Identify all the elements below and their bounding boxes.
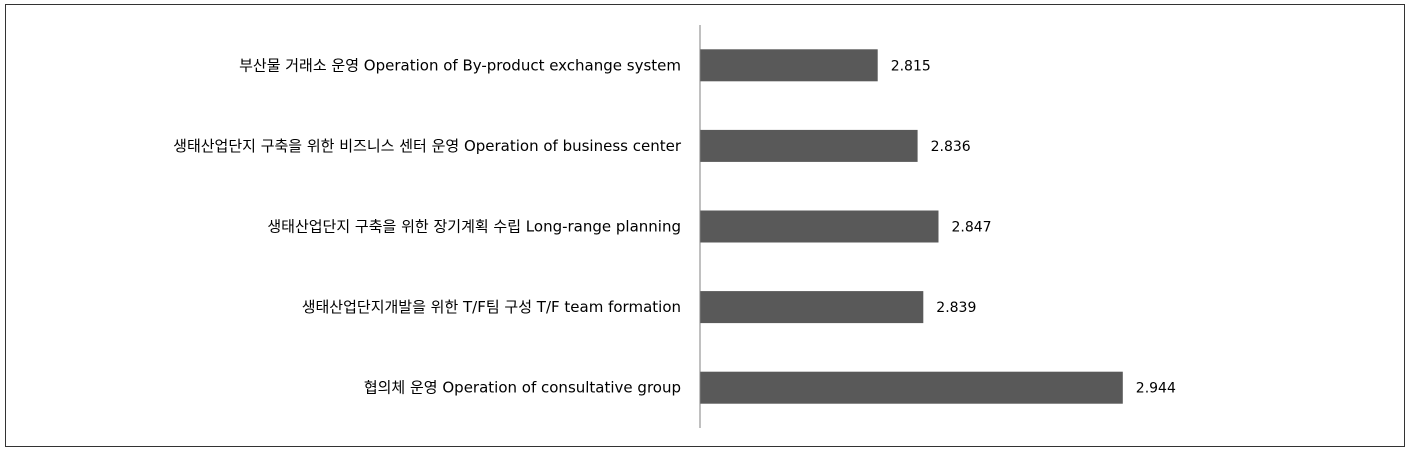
category-label-5: 협의체 운영 Operation of consultative group: [364, 379, 681, 397]
bar-1: [700, 49, 878, 82]
category-label-1: 부산물 거래소 운영 Operation of By-product excha…: [239, 56, 681, 74]
category-label-2: 생태산업단지 구축을 위한 비즈니스 센터 운영 Operation of bu…: [173, 137, 682, 155]
labels-layer: 2.815 부산물 거래소 운영 Operation of By-product …: [173, 56, 1176, 396]
bars-layer: [700, 49, 1123, 404]
bar-2: [700, 129, 918, 162]
value-label-2: 2.836: [931, 139, 971, 155]
value-label-3: 2.847: [952, 220, 992, 236]
bar-4: [700, 291, 924, 324]
category-label-4: 생태산업단지개발을 위한 T/F팀 구성 T/F team formation: [302, 298, 681, 316]
bar-5: [700, 371, 1123, 404]
category-label-3: 생태산업단지 구축을 위한 장기계획 수립 Long-range plannin…: [267, 218, 681, 236]
bar-3: [700, 210, 939, 243]
value-label-5: 2.944: [1136, 381, 1176, 397]
value-label-4: 2.839: [936, 300, 976, 316]
value-label-1: 2.815: [891, 58, 931, 74]
